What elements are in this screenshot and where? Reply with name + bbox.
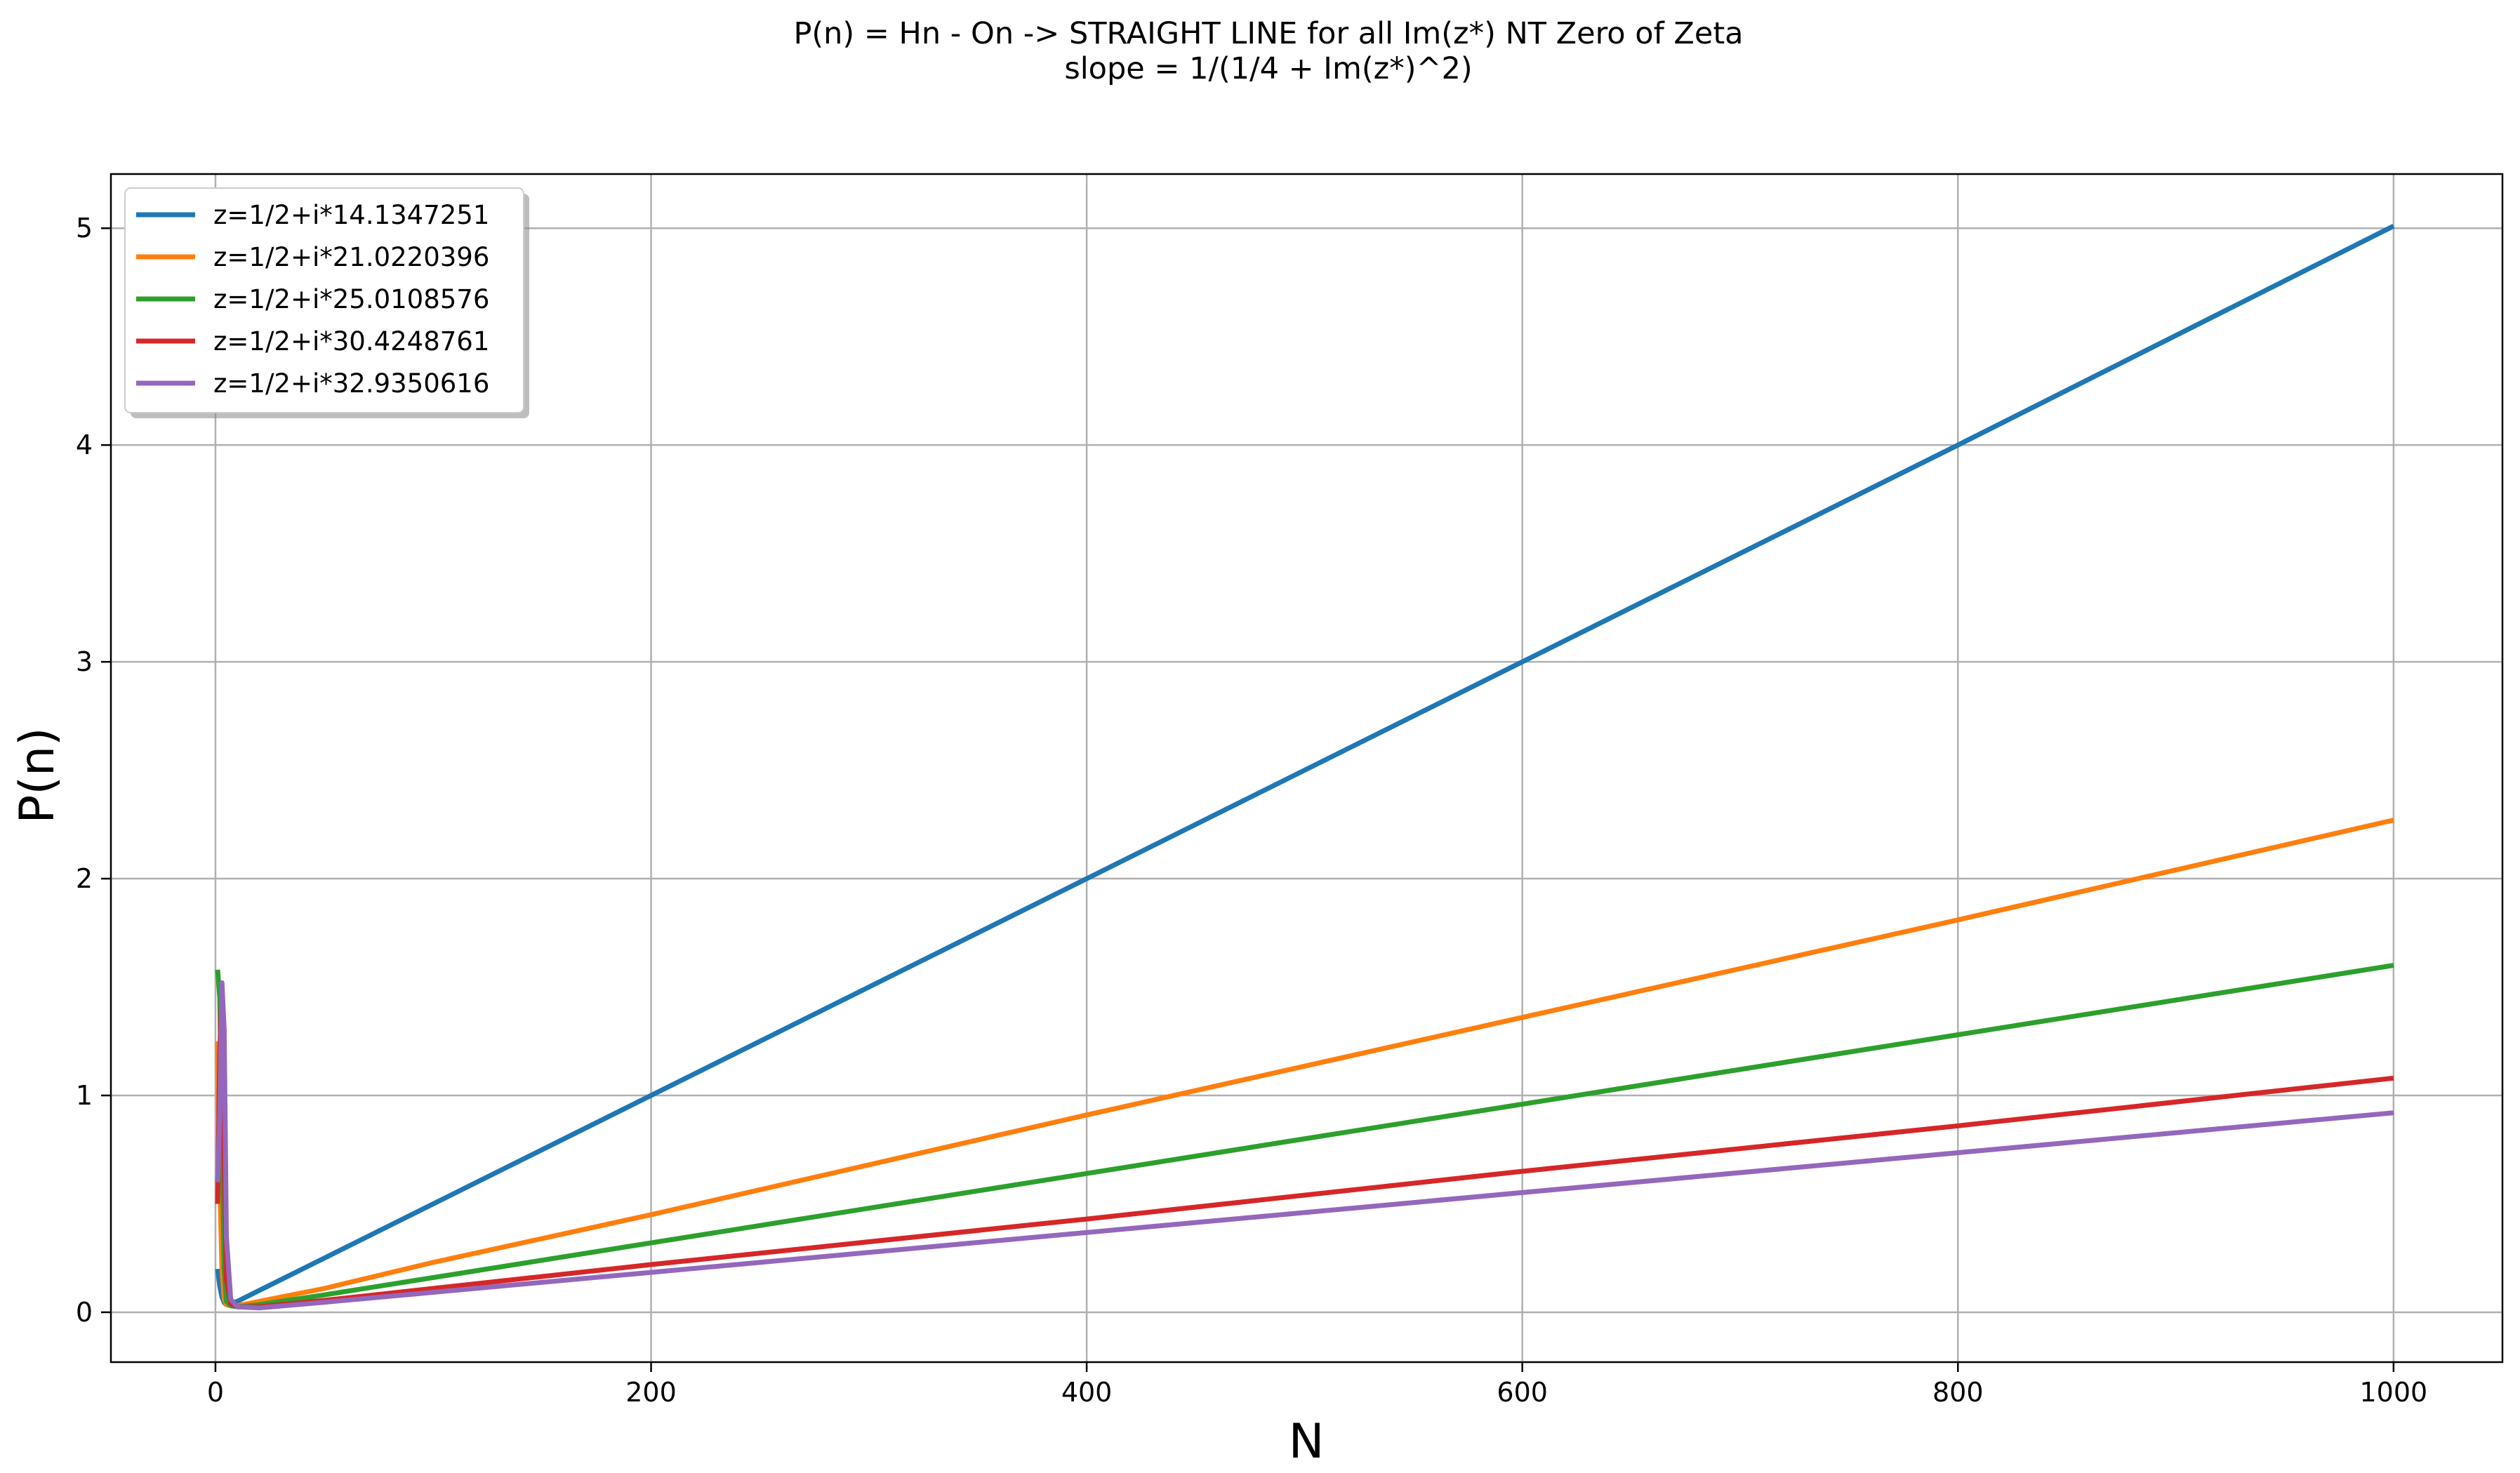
y-tick-label: 4 [76,429,93,460]
y-tick-label: 5 [76,213,93,244]
x-tick-label: 0 [207,1377,224,1408]
x-tick-label: 400 [1061,1377,1113,1408]
legend-label: z=1/2+i*30.4248761 [213,326,489,356]
y-axis-label: P(n) [10,727,65,823]
series-line [215,963,2394,1309]
legend-label: z=1/2+i*32.9350616 [213,368,489,399]
chart-subtitle: slope = 1/(1/4 + Im(z*)^2) [1064,51,1472,86]
x-axis-label: N [1289,1414,1325,1469]
axis-ticks: 0 200 400 600 800 1000 0 1 2 3 4 5 [76,213,2427,1408]
series-lines [215,223,2395,1311]
y-tick-label: 1 [76,1080,93,1111]
legend-label: z=1/2+i*21.0220396 [213,242,489,272]
x-tick-label: 200 [625,1377,677,1408]
y-tick-label: 2 [76,863,93,894]
x-tick-label: 600 [1497,1377,1548,1408]
legend-label: z=1/2+i*25.0108576 [213,284,489,314]
chart-title: P(n) = Hn - On -> STRAIGHT LINE for all … [793,16,1743,51]
series-line [215,818,2394,1309]
series-line [215,980,2394,1311]
y-tick-label: 0 [76,1297,93,1328]
legend-label: z=1/2+i*14.1347251 [213,200,489,230]
x-tick-label: 800 [1932,1377,1984,1408]
legend: z=1/2+i*14.1347251 z=1/2+i*21.0220396 z=1/… [124,187,529,418]
legend-box [124,187,524,413]
x-tick-label: 1000 [2359,1377,2427,1408]
y-tick-label: 3 [76,646,93,677]
plot-frame [110,173,2504,1364]
